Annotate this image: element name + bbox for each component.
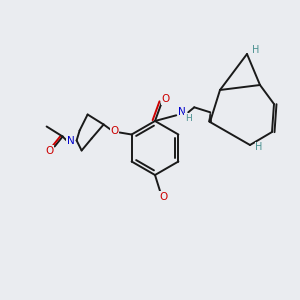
- Text: O: O: [160, 192, 168, 202]
- Text: O: O: [110, 125, 119, 136]
- Text: O: O: [46, 146, 54, 155]
- Polygon shape: [208, 112, 211, 122]
- Text: N: N: [67, 136, 74, 146]
- Text: O: O: [162, 94, 170, 104]
- Text: H: H: [185, 114, 192, 123]
- Text: N: N: [178, 107, 186, 117]
- Text: H: H: [252, 45, 260, 55]
- Text: H: H: [255, 142, 263, 152]
